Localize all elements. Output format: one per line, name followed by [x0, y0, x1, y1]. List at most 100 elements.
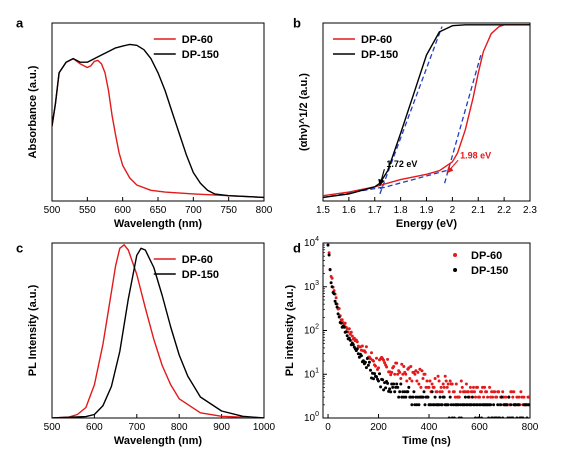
data-point-dp-60: [450, 382, 454, 386]
data-point-dp-150: [329, 281, 333, 285]
y-tick-exponent: 0: [315, 411, 319, 418]
x-tick-label: 800: [171, 422, 188, 433]
data-point-dp-150: [351, 343, 355, 347]
series-line-dp-150: [52, 43, 264, 199]
data-point-dp-60: [447, 390, 451, 394]
x-tick-label: 0: [325, 422, 331, 433]
data-point-dp-150: [342, 325, 346, 329]
data-point-dp-150: [470, 395, 474, 399]
data-point-dp-60: [400, 362, 404, 366]
data-point-dp-150: [489, 403, 493, 407]
x-axis-label: Wavelength (nm): [114, 435, 203, 447]
data-point-dp-60: [401, 372, 405, 376]
data-point-dp-150: [344, 330, 348, 334]
data-point-dp-60: [444, 379, 448, 383]
x-tick-label: 800: [522, 422, 539, 433]
x-axis-label: Energy (eV): [396, 218, 457, 230]
data-point-dp-60: [409, 365, 413, 368]
data-point-dp-60: [439, 385, 443, 389]
data-point-dp-60: [408, 377, 412, 380]
data-point-dp-60: [382, 358, 386, 362]
data-point-dp-60: [491, 395, 495, 399]
data-point-dp-60: [458, 390, 462, 394]
data-point-dp-60: [420, 369, 424, 373]
fit-line: [379, 26, 443, 195]
data-point-dp-150: [474, 416, 477, 418]
legend-marker: [453, 268, 458, 272]
data-point-dp-60: [497, 390, 501, 394]
x-tick-label: 550: [79, 205, 96, 216]
data-point-dp-60: [445, 385, 449, 389]
data-point-dp-60: [472, 385, 475, 389]
data-point-dp-150: [391, 385, 395, 389]
x-tick-label: 2.2: [497, 205, 511, 216]
data-point-dp-60: [476, 385, 479, 389]
data-point-dp-150: [392, 382, 396, 386]
data-point-dp-150: [417, 403, 421, 407]
data-point-dp-60: [483, 385, 487, 389]
y-tick-label: 100: [304, 411, 319, 424]
data-point-dp-60: [443, 374, 447, 378]
y-axis-label: Absorbance (a.u.): [27, 65, 39, 158]
data-point-dp-150: [369, 368, 372, 372]
data-point-dp-150: [337, 315, 341, 319]
data-point-dp-60: [519, 390, 523, 394]
data-point-dp-150: [355, 347, 359, 351]
data-point-dp-150: [466, 395, 470, 399]
data-point-dp-60: [517, 395, 521, 399]
data-point-dp-150: [511, 416, 515, 418]
y-axis-label: PL intensity (a.u.): [284, 284, 296, 376]
annotation-arrow: [446, 159, 459, 174]
x-tick-label: 2.1: [471, 205, 485, 216]
data-point-dp-150: [396, 385, 400, 389]
data-point-dp-60: [334, 296, 338, 300]
data-point-dp-150: [507, 395, 511, 399]
data-point-dp-60: [340, 318, 344, 322]
data-point-dp-60: [482, 395, 486, 399]
annotation-arrow: [378, 169, 385, 187]
data-point-dp-60: [522, 395, 526, 399]
panel-letter: c: [16, 241, 23, 256]
series-line-dp-60: [52, 57, 264, 199]
data-point-dp-60: [392, 365, 396, 368]
data-point-dp-60: [398, 370, 402, 374]
data-point-dp-60: [495, 395, 499, 399]
data-point-dp-150: [364, 366, 368, 370]
legend-label: DP-60: [182, 34, 213, 46]
data-point-dp-60: [511, 395, 515, 399]
data-point-dp-150: [500, 395, 504, 399]
data-point-dp-150: [382, 388, 386, 392]
x-tick-label: 600: [471, 422, 488, 433]
data-point-dp-60: [452, 390, 456, 394]
data-point-dp-150: [366, 363, 370, 367]
data-point-dp-150: [412, 390, 416, 394]
data-point-dp-150: [345, 334, 349, 338]
data-point-dp-150: [442, 395, 446, 399]
y-tick-label: 104: [304, 236, 319, 249]
data-point-dp-150: [438, 395, 442, 399]
data-point-dp-150: [422, 390, 426, 394]
x-tick-label: 1.6: [342, 205, 356, 216]
data-point-dp-150: [492, 403, 496, 407]
data-point-dp-150: [388, 387, 392, 391]
data-point-dp-150: [363, 360, 367, 364]
data-point-dp-150: [332, 292, 336, 296]
data-point-dp-60: [413, 372, 417, 376]
series-line-dp-150: [323, 24, 530, 199]
data-point-dp-60: [421, 377, 425, 380]
x-tick-label: 2: [450, 205, 456, 216]
panel-b: b 1.5 1.6 1.7 1.8 1.9 2 2.1 2.2 2.3 Energy (eV) (αh…: [293, 16, 537, 230]
x-tick-label: 500: [44, 205, 61, 216]
data-point-dp-150: [509, 403, 513, 407]
data-point-dp-60: [389, 373, 393, 377]
data-point-dp-60: [436, 374, 440, 378]
panel-c: c 500 600 700 800 900 1000 Wavelength (nm) PL In…: [16, 241, 276, 447]
data-point-dp-60: [402, 365, 406, 368]
data-point-dp-150: [409, 395, 413, 399]
data-point-dp-150: [469, 403, 473, 407]
data-point-dp-150: [449, 403, 453, 407]
x-tick-label: 750: [220, 205, 237, 216]
data-point-dp-150: [404, 395, 408, 399]
y-axis-label: PL Intensity (a.u.): [27, 284, 39, 376]
